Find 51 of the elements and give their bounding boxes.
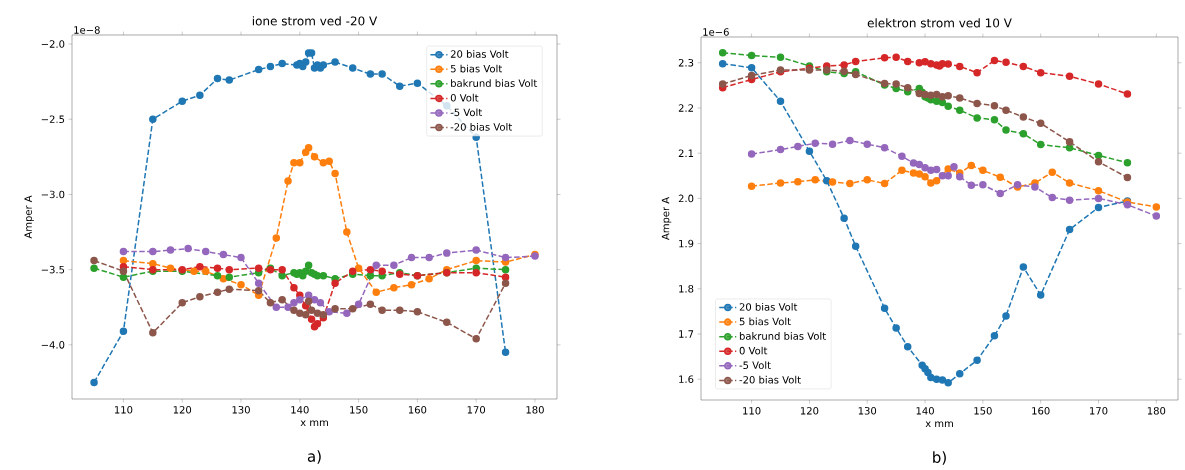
x-tick-label: 180	[1147, 407, 1166, 415]
x-tick-label: 130	[232, 406, 250, 414]
chart-title: elektron strom ved 10 V	[867, 18, 1012, 28]
y-tick-label: 1.7	[679, 330, 694, 338]
text: a)	[307, 450, 321, 464]
y-tick-label: −3.0	[41, 190, 65, 199]
x-tick-label: 150	[974, 407, 992, 415]
y-tick-label: −3.5	[41, 265, 65, 274]
x-tick-label: 170	[1090, 407, 1108, 415]
x-tick-label: 120	[173, 406, 192, 414]
legend-label: 0 Volt	[450, 93, 479, 102]
y-tick-label: 1.9	[679, 239, 694, 248]
x-tick-label: 120	[800, 407, 819, 415]
x-tick-label: 110	[114, 406, 133, 414]
y-tick-label: −2.5	[41, 115, 65, 124]
y-axis-title: Amper A	[24, 195, 34, 239]
y-axis-title: Amper A	[661, 196, 672, 241]
legend-label: 5 bias Volt	[450, 64, 503, 73]
y-tick-label: 2.2	[678, 104, 693, 112]
legend-label: -5 Volt	[739, 361, 771, 369]
text: b)	[933, 451, 946, 465]
x-axis-title: x mm	[300, 420, 328, 427]
legend-label: -20 bias Volt	[450, 122, 512, 131]
legend-label: 0 Volt	[739, 346, 768, 355]
legend-label: 20 bias Volt	[450, 50, 509, 58]
legend-label: bakrund bias Volt	[739, 332, 826, 340]
x-tick-label: 110	[743, 407, 761, 415]
x-tick-label: 140	[916, 407, 934, 415]
text: 1e−6	[703, 28, 729, 36]
y-tick-label: 1.6	[679, 375, 694, 383]
x-tick-label: 170	[467, 406, 486, 414]
legend-label: 20 bias Volt	[739, 302, 798, 311]
x-tick-label: 160	[408, 406, 427, 414]
x-tick-label: 160	[1032, 407, 1050, 415]
x-axis-title: x mm	[925, 421, 953, 428]
legend-label: -20 bias Volt	[739, 375, 801, 384]
y-tick-label: 2.1	[678, 149, 694, 157]
y-tick-label: 2.3	[678, 58, 694, 67]
y-tick-label: 2.0	[678, 194, 694, 203]
y-tick-label: 1.8	[679, 285, 694, 293]
legend-label: 5 bias Volt	[739, 317, 791, 326]
x-tick-label: 180	[526, 406, 544, 414]
x-tick-label: 140	[291, 406, 309, 414]
y-tick-label: −2.0	[41, 40, 65, 48]
x-tick-label: 130	[858, 407, 877, 415]
chart-title: ione strom ved -20 V	[252, 16, 378, 26]
legend-label: -5 Volt	[450, 108, 482, 117]
y-tick-label: −4.0	[41, 341, 65, 349]
legend-label: bakrund bias Volt	[451, 79, 538, 87]
x-tick-label: 150	[350, 406, 368, 414]
text: 1e−8	[74, 26, 100, 34]
